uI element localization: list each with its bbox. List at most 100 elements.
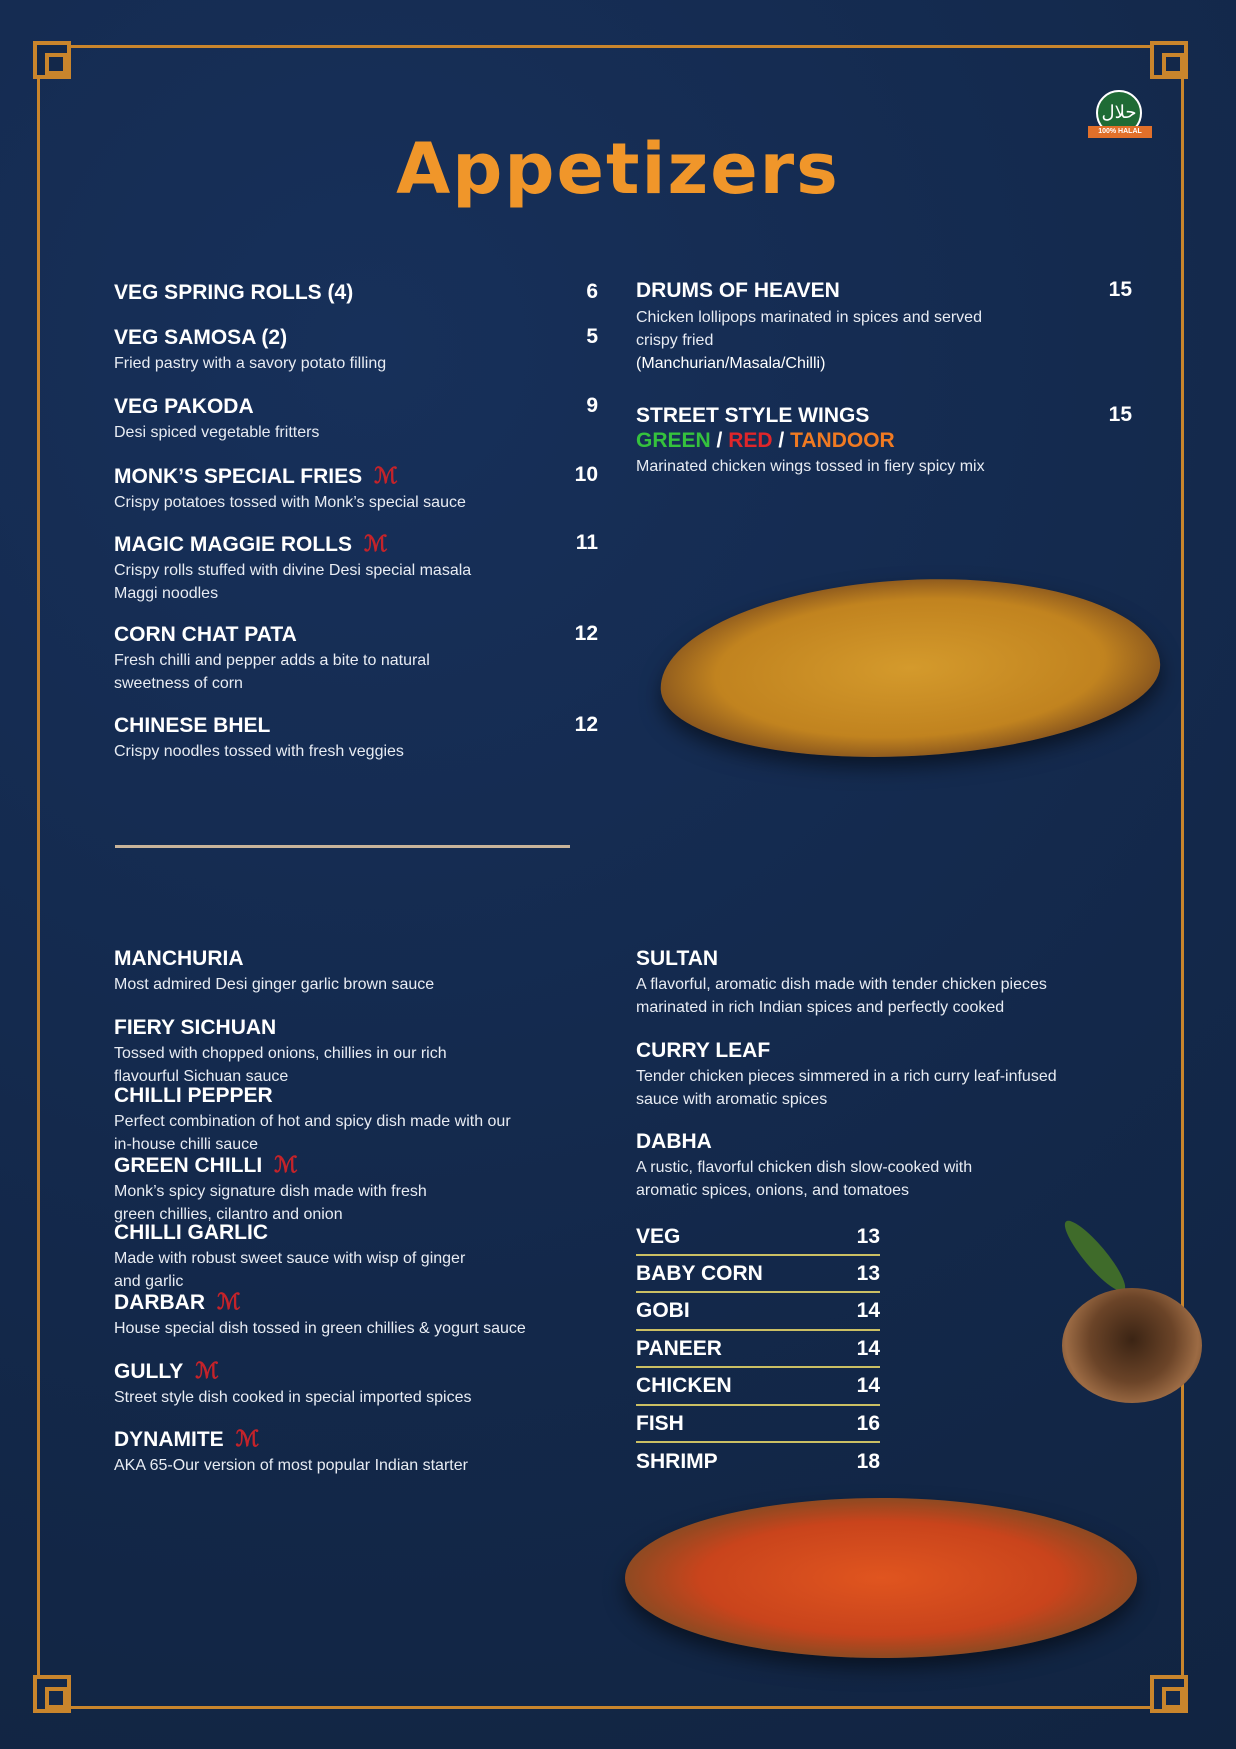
item-name-text: FIERY SICHUAN (114, 1015, 277, 1039)
item-name-text: CHILLI GARLIC (114, 1221, 268, 1245)
item-name: FIERY SICHUAN (114, 1015, 594, 1041)
item-price: 12 (574, 713, 598, 736)
menu-item: DYNAMITE ℳ AKA 65-Our version of most popu… (114, 1426, 594, 1477)
item-description: Tossed with chopped onions, chillies in … (114, 1044, 447, 1085)
protein-row: FISH 16 (636, 1406, 880, 1443)
item-price: 11 (575, 531, 598, 554)
item-name-text: MANCHURIA (114, 947, 244, 970)
item-price: 9 (586, 394, 598, 417)
menu-item: VEG SAMOSA (2) Fried pastry with a savory… (114, 325, 594, 375)
item-name-text: VEG PAKODA (114, 395, 254, 418)
item-name-text: DYNAMITE (114, 1428, 224, 1452)
halal-ribbon: 100% HALAL (1088, 126, 1152, 138)
corner-ornament-icon (1150, 1675, 1188, 1713)
menu-item: CURRY LEAF Tender chicken pieces simmered… (636, 1038, 1136, 1111)
separator: / (716, 429, 723, 452)
item-description: Street style dish cooked in special impo… (114, 1388, 472, 1406)
item-price: 6 (586, 280, 598, 303)
protein-price: 18 (856, 1449, 880, 1473)
section-divider (115, 845, 570, 848)
item-description: Fried pastry with a savory potato fillin… (114, 355, 387, 372)
menu-item: VEG SPRING ROLLS (4) (114, 280, 594, 306)
item-description: Most admired Desi ginger garlic brown sa… (114, 976, 435, 993)
item-name: DYNAMITE ℳ (114, 1426, 594, 1453)
item-price: 15 (1108, 278, 1132, 301)
separator: / (778, 429, 785, 452)
wooden-bowl-photo (1062, 1288, 1202, 1403)
menu-item-drums-of-heaven: DRUMS OF HEAVEN Chicken lollipops marina… (636, 278, 1136, 375)
menu-item: CORN CHAT PATA Fresh chilli and pepper ad… (114, 622, 594, 695)
menu-item-street-style-wings: STREET STYLE WINGS GREEN / RED / TANDOOR… (636, 403, 1136, 478)
monk-signature-icon: ℳ (235, 1426, 260, 1452)
item-description: Crispy noodles tossed with fresh veggies (114, 743, 404, 760)
protein-price: 14 (856, 1336, 880, 1360)
protein-row: GOBI 14 (636, 1294, 880, 1331)
menu-item: VEG PAKODA Desi spiced vegetable fritters (114, 394, 594, 444)
item-description: House special dish tossed in green chill… (114, 1320, 526, 1337)
item-name: GULLY ℳ (114, 1358, 594, 1385)
item-name-text: MONK’S SPECIAL FRIES (114, 465, 363, 488)
protein-row: SHRIMP 18 (636, 1443, 880, 1480)
item-name-text: VEG SPRING ROLLS (4) (114, 281, 354, 304)
item-description: Fresh chilli and pepper adds a bite to n… (114, 652, 430, 692)
menu-item: CHILLI GARLIC Made with robust sweet sauc… (114, 1220, 594, 1293)
item-name: GREEN CHILLI ℳ (114, 1152, 594, 1179)
corner-ornament-icon (33, 41, 71, 79)
item-name: MANCHURIA (114, 946, 594, 972)
menu-item: CHILLI PEPPER Perfect combination of hot … (114, 1083, 594, 1156)
protein-price: 14 (856, 1374, 880, 1398)
corner-ornament-icon (33, 1675, 71, 1713)
menu-item: GULLY ℳ Street style dish cooked in specia… (114, 1358, 594, 1409)
item-name: DRUMS OF HEAVEN (636, 279, 840, 302)
item-price: 12 (574, 622, 598, 645)
item-description: AKA 65-Our version of most popular India… (114, 1457, 468, 1475)
item-name: SULTAN (636, 946, 1136, 972)
item-name: VEG SPRING ROLLS (4) (114, 280, 594, 306)
item-name: STREET STYLE WINGS (636, 404, 870, 427)
item-description: A flavorful, aromatic dish made with ten… (636, 976, 1047, 1016)
item-name-text: CURRY LEAF (636, 1038, 771, 1062)
item-description: Crispy rolls stuffed with divine Desi sp… (114, 562, 472, 602)
protein-name: GOBI (636, 1299, 690, 1323)
protein-name: VEG (636, 1224, 681, 1248)
item-name: DARBAR ℳ (114, 1289, 594, 1316)
monk-signature-icon: ℳ (364, 531, 388, 556)
monk-signature-icon: ℳ (217, 1289, 241, 1314)
item-price: 15 (1108, 403, 1132, 426)
item-price: 10 (574, 463, 598, 486)
corner-ornament-icon (1150, 41, 1188, 79)
item-name-text: DABHA (636, 1130, 712, 1153)
item-description: Desi spiced vegetable fritters (114, 424, 320, 441)
item-name: CHILLI GARLIC (114, 1220, 594, 1246)
item-name: MONK’S SPECIAL FRIES ℳ (114, 463, 594, 490)
menu-item: SULTAN A flavorful, aromatic dish made wi… (636, 946, 1136, 1019)
item-name: VEG SAMOSA (2) (114, 325, 594, 351)
item-name: CORN CHAT PATA (114, 622, 594, 648)
protein-name: FISH (636, 1411, 684, 1435)
item-name: DABHA (636, 1129, 1136, 1155)
item-name-text: DARBAR (114, 1291, 205, 1314)
monk-signature-icon: ℳ (274, 1151, 298, 1177)
variant-green: GREEN (636, 429, 711, 452)
page-title: Appetizers (396, 128, 840, 210)
item-name-text: SULTAN (636, 947, 719, 970)
halal-arabic: حلال (1101, 102, 1137, 122)
item-description: Made with robust sweet sauce with wisp o… (114, 1250, 466, 1291)
item-name-text: CHINESE BHEL (114, 714, 271, 737)
item-name: CHILLI PEPPER (114, 1083, 594, 1109)
variant-red: RED (728, 429, 773, 452)
item-description: Perfect combination of hot and spicy dis… (114, 1113, 511, 1154)
item-description: Marinated chicken wings tossed in fiery … (636, 458, 985, 475)
protein-name: CHICKEN (636, 1374, 732, 1398)
menu-item: DARBAR ℳ House special dish tossed in gree… (114, 1289, 594, 1340)
item-name-text: GULLY (114, 1359, 184, 1383)
protein-row: CHICKEN 14 (636, 1369, 880, 1406)
menu-item: FIERY SICHUAN Tossed with chopped onions,… (114, 1015, 594, 1088)
item-name: CURRY LEAF (636, 1038, 1136, 1064)
item-description: A rustic, flavorful chicken dish slow-co… (636, 1159, 973, 1199)
protein-row: BABY CORN 13 (636, 1256, 880, 1294)
protein-name: BABY CORN (636, 1261, 763, 1285)
item-name: VEG PAKODA (114, 394, 594, 420)
item-name-text: MAGIC MAGGIE ROLLS (114, 533, 352, 556)
